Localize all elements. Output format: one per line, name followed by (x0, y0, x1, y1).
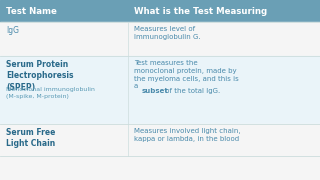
Text: Monoclonal immunoglobulin
(M-spike, M-protein): Monoclonal immunoglobulin (M-spike, M-pr… (6, 87, 95, 99)
Bar (0, 0, 320, 22)
Text: Serum Protein
Electrophoresis
(SPEP): Serum Protein Electrophoresis (SPEP) (6, 60, 74, 92)
Text: subset: subset (141, 88, 168, 94)
Bar (0, 56, 320, 124)
Bar (0, 124, 320, 156)
Bar (0, 22, 320, 56)
Text: of the total IgG.: of the total IgG. (163, 88, 220, 94)
Text: Measures involved light chain,
kappa or lambda, in the blood: Measures involved light chain, kappa or … (134, 128, 241, 142)
Text: Serum Free
Light Chain: Serum Free Light Chain (6, 128, 55, 148)
Text: What is the Test Measuring: What is the Test Measuring (134, 6, 267, 15)
Text: Test measures the
monoclonal protein, made by
the myeloma cells, and this is
a: Test measures the monoclonal protein, ma… (134, 60, 239, 89)
Text: Test Name: Test Name (6, 6, 57, 15)
Text: IgG: IgG (6, 26, 19, 35)
Text: Measures level of
Immunoglobulin G.: Measures level of Immunoglobulin G. (134, 26, 201, 40)
